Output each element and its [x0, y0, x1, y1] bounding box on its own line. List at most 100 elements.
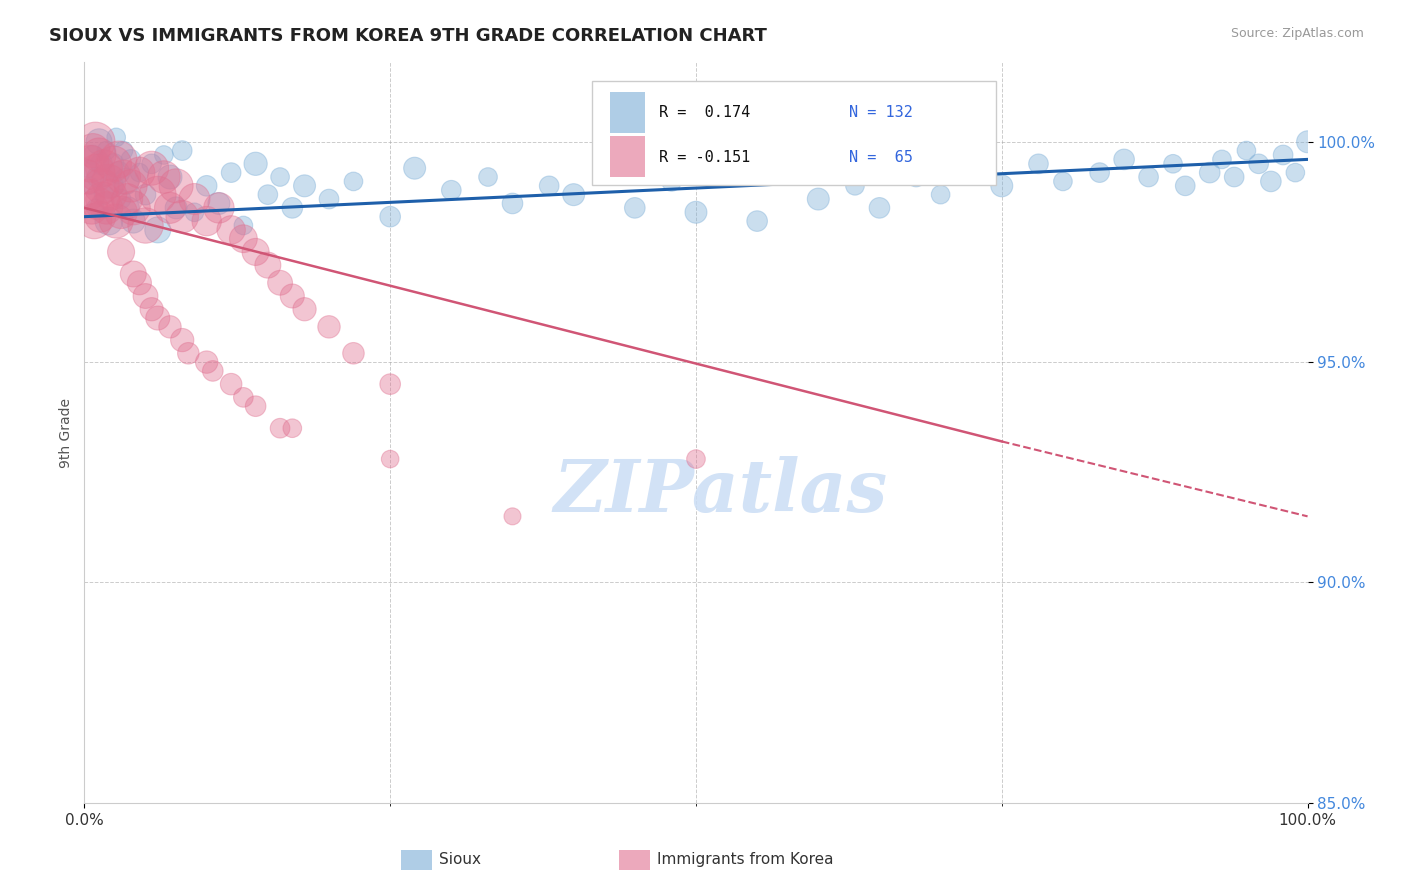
Point [83, 214, 105, 228]
Point [269, 421, 291, 435]
Point [195, 355, 218, 369]
Point [232, 232, 254, 246]
Text: Sioux: Sioux [439, 853, 481, 867]
Point [562, 187, 585, 202]
Point [404, 161, 426, 176]
Point [208, 196, 231, 211]
Point [440, 183, 463, 197]
Point [105, 214, 128, 228]
Point [93, 187, 115, 202]
Point [112, 169, 135, 184]
Point [172, 144, 194, 158]
Point [159, 169, 181, 184]
Point [115, 174, 138, 188]
Point [502, 196, 524, 211]
Point [1284, 166, 1306, 180]
Point [172, 210, 194, 224]
Point [1198, 166, 1220, 180]
Point [128, 166, 150, 180]
Point [232, 219, 254, 233]
Point [269, 169, 291, 184]
Point [146, 187, 169, 202]
Point [380, 377, 402, 392]
Point [1236, 144, 1258, 158]
Point [1028, 157, 1050, 171]
Point [281, 421, 304, 435]
Point [86, 166, 108, 180]
Point [599, 166, 621, 180]
Bar [610, 136, 644, 178]
Point [747, 214, 769, 228]
Point [96, 144, 118, 158]
Point [122, 214, 145, 228]
Point [991, 178, 1014, 193]
Point [128, 276, 150, 290]
Point [146, 311, 169, 326]
Point [245, 244, 267, 259]
Point [107, 153, 129, 167]
Point [90, 178, 112, 193]
Point [1272, 148, 1295, 162]
Point [122, 267, 145, 281]
Point [120, 153, 142, 167]
Point [201, 364, 224, 378]
Point [110, 205, 132, 219]
Point [77, 161, 100, 176]
Point [105, 130, 128, 145]
Point [97, 174, 120, 188]
Point [79, 178, 101, 193]
Point [120, 178, 142, 193]
Point [721, 153, 744, 167]
Point [380, 210, 402, 224]
Point [84, 201, 107, 215]
Point [183, 205, 205, 219]
Point [294, 302, 316, 317]
Point [208, 201, 231, 215]
Point [165, 178, 187, 193]
Point [87, 196, 110, 211]
Point [219, 166, 242, 180]
Point [159, 319, 181, 334]
Point [869, 201, 891, 215]
Point [82, 144, 104, 158]
Point [153, 148, 176, 162]
Point [1088, 166, 1111, 180]
Point [90, 157, 112, 171]
Text: Immigrants from Korea: Immigrants from Korea [657, 853, 834, 867]
Point [100, 178, 122, 193]
Point [110, 244, 132, 259]
Point [115, 192, 138, 206]
Text: ZIPatlas: ZIPatlas [554, 457, 887, 527]
Point [87, 135, 110, 149]
Point [502, 509, 524, 524]
Point [128, 166, 150, 180]
Point [685, 205, 707, 219]
Point [1296, 135, 1319, 149]
Point [807, 192, 830, 206]
Point [122, 201, 145, 215]
Point [89, 210, 111, 224]
Point [183, 192, 205, 206]
Point [342, 174, 364, 188]
Bar [610, 92, 644, 133]
Point [1211, 153, 1233, 167]
Point [96, 201, 118, 215]
Point [232, 390, 254, 404]
Point [97, 214, 120, 228]
Point [112, 144, 135, 158]
Point [685, 452, 707, 467]
Point [219, 223, 242, 237]
Point [103, 157, 125, 171]
Point [257, 187, 280, 202]
Point [93, 161, 115, 176]
Point [269, 276, 291, 290]
Point [783, 161, 806, 176]
Point [1114, 153, 1136, 167]
Point [117, 201, 139, 215]
FancyBboxPatch shape [592, 81, 995, 185]
Point [87, 148, 110, 162]
Text: SIOUX VS IMMIGRANTS FROM KOREA 9TH GRADE CORRELATION CHART: SIOUX VS IMMIGRANTS FROM KOREA 9TH GRADE… [49, 27, 768, 45]
Point [76, 169, 98, 184]
Point [342, 346, 364, 360]
Point [624, 201, 647, 215]
